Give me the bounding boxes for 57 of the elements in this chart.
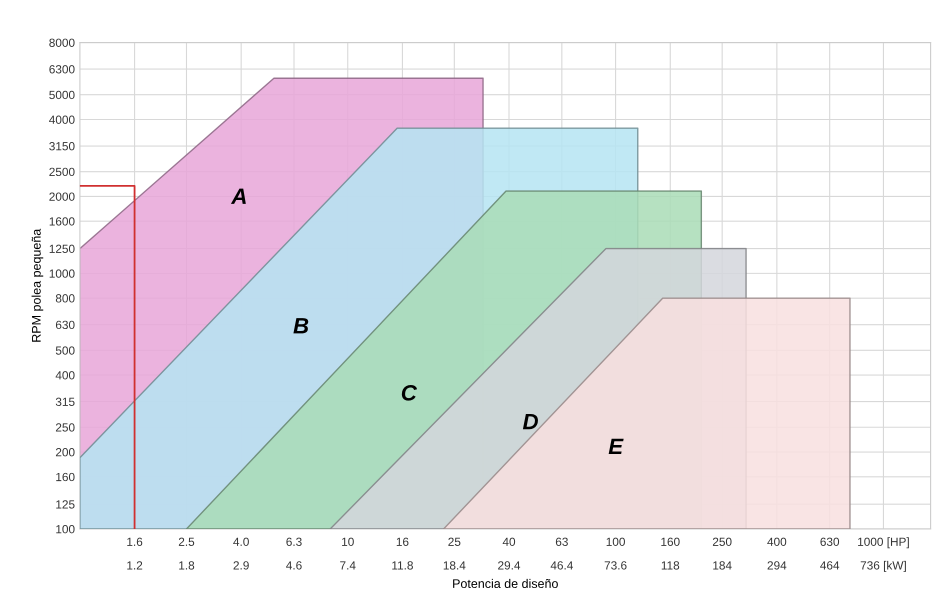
x-axis-title: Potencia de diseño (453, 578, 558, 588)
text: 18.4 (444, 561, 466, 570)
y-tick-label: 5000 (49, 90, 75, 100)
x-tick-label: 400 (767, 538, 786, 546)
x-tick-label: 10 (342, 538, 354, 546)
y-tick-label: 250 (56, 423, 75, 432)
text: 7.4 (340, 561, 356, 570)
x-tick-label: 250 (712, 538, 732, 546)
x-tick-label: 16 (396, 538, 408, 546)
x-tick-label: 1000 [HP] (858, 537, 909, 548)
y-tick-label: 2500 (49, 168, 75, 176)
text: 1.8 (179, 561, 194, 570)
text: 4.6 (286, 561, 302, 570)
series-label: E (608, 438, 624, 454)
x-tick-label: 630 (820, 538, 840, 546)
series-label: A (230, 188, 246, 204)
text: 11.8 (392, 561, 413, 570)
series-label: D (522, 414, 538, 430)
y-tick-label: 8000 (49, 38, 75, 47)
text: 294 (768, 561, 786, 570)
x-tick-label: 4.0 (233, 538, 249, 546)
y-tick-label: 1600 (50, 217, 75, 226)
text: 29.4 (498, 561, 520, 570)
y-tick-label: 400 (56, 371, 75, 380)
y-axis-title: RPM polea pequeña (32, 228, 44, 342)
y-tick-label: 500 (56, 346, 75, 355)
y-tick-label: 2000 (49, 192, 75, 201)
y-tick-label: 1250 (50, 244, 75, 253)
text: 464 (820, 561, 840, 570)
y-tick-label: 160 (56, 472, 75, 482)
x-tick-label: 6.3 (286, 538, 302, 546)
x-tick-label: 100 (606, 538, 625, 546)
x-tick-label: 160 (661, 538, 680, 546)
text: 184 (713, 561, 732, 570)
text: 73.6 (604, 561, 627, 570)
series-label: C (402, 384, 418, 401)
y-tick-label: 100 (56, 524, 75, 534)
x-tick-label: 63 (556, 538, 568, 546)
text: 1.2 (127, 561, 142, 570)
x-tick-label: 1.6 (127, 538, 142, 546)
x-tick-label: 25 (448, 538, 460, 546)
text: 118 (662, 561, 680, 570)
x-tick-label: 40 (502, 538, 516, 546)
x-tick-label: 2.5 (178, 538, 194, 546)
y-tick-label: 1000 (50, 269, 75, 278)
y-tick-label: 630 (56, 320, 75, 330)
y-tick-label: 4000 (49, 116, 75, 124)
y-tick-label: 800 (56, 294, 75, 303)
text: 736 [kW] (860, 560, 906, 572)
y-tick-label: 315 (56, 398, 75, 406)
y-tick-label: 3150 (49, 142, 75, 150)
y-tick-label: 125 (56, 500, 75, 509)
y-tick-label: 6300 (49, 65, 75, 74)
text: 2.9 (234, 561, 249, 570)
text: 46.4 (550, 561, 573, 570)
series-label: B (293, 318, 308, 334)
y-tick-label: 200 (56, 448, 75, 456)
